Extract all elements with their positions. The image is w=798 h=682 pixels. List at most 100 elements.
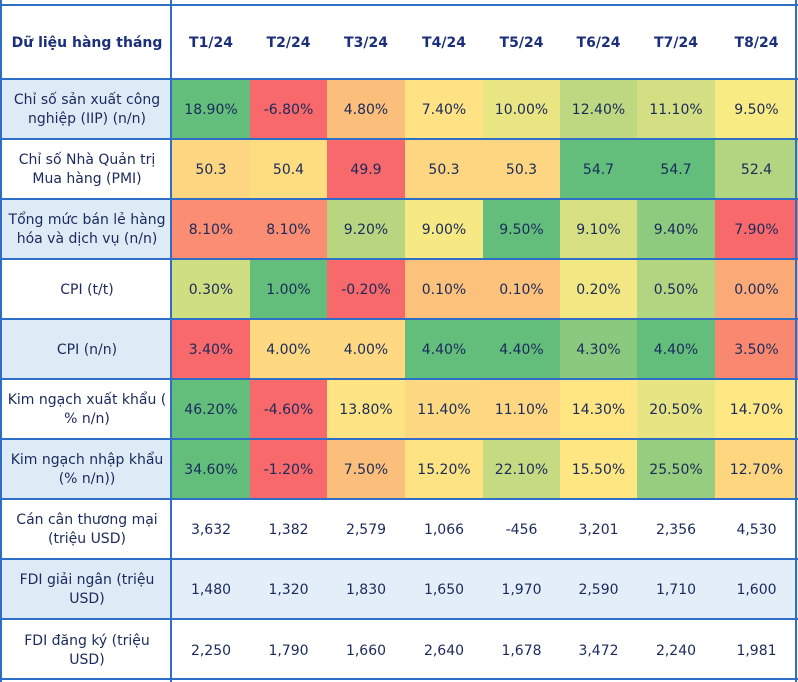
data-cell: 11.10% — [637, 80, 715, 140]
data-cell: 2,356 — [637, 500, 715, 560]
data-cell: 7.40% — [405, 80, 483, 140]
data-cell: 4.30% — [560, 320, 637, 380]
column-header: T8/24 — [715, 5, 798, 80]
data-cell: 1,382 — [250, 500, 327, 560]
data-cell: 4.40% — [637, 320, 715, 380]
data-cell: 2,250 — [172, 620, 250, 682]
data-cell: 7.90% — [715, 200, 798, 260]
data-cell: 7.50% — [327, 440, 405, 500]
row-label: Cán cân thương mại (triệu USD) — [2, 500, 172, 560]
data-cell: 25.50% — [637, 440, 715, 500]
data-cell: 18.90% — [172, 80, 250, 140]
data-cell: 0.10% — [483, 260, 560, 320]
data-cell: 1,480 — [172, 560, 250, 620]
data-cell: 4.40% — [405, 320, 483, 380]
data-cell: 11.10% — [483, 380, 560, 440]
grid-line-horizontal — [0, 258, 798, 260]
data-cell: 50.4 — [250, 140, 327, 200]
data-cell: 14.70% — [715, 380, 798, 440]
data-cell: 9.00% — [405, 200, 483, 260]
data-cell: 15.20% — [405, 440, 483, 500]
data-cell: 4.00% — [250, 320, 327, 380]
data-cell: 4.80% — [327, 80, 405, 140]
grid-line-horizontal — [0, 678, 798, 680]
grid-line-horizontal — [0, 78, 798, 80]
data-cell: 0.50% — [637, 260, 715, 320]
data-cell: 1,830 — [327, 560, 405, 620]
data-cell: 52.4 — [715, 140, 798, 200]
data-cell: 1,660 — [327, 620, 405, 682]
data-cell: 50.3 — [172, 140, 250, 200]
data-cell: 4,530 — [715, 500, 798, 560]
data-cell: 9.50% — [483, 200, 560, 260]
data-cell: 11.40% — [405, 380, 483, 440]
grid-line-vertical — [170, 0, 172, 682]
data-cell: 1,790 — [250, 620, 327, 682]
data-cell: 34.60% — [172, 440, 250, 500]
grid-line-horizontal — [0, 378, 798, 380]
data-cell: 1,981 — [715, 620, 798, 682]
grid-line-horizontal — [0, 558, 798, 560]
data-cell: 9.20% — [327, 200, 405, 260]
data-cell: 8.10% — [172, 200, 250, 260]
data-cell: 8.10% — [250, 200, 327, 260]
data-cell: 1.00% — [250, 260, 327, 320]
data-cell: 14.30% — [560, 380, 637, 440]
data-cell: 2,590 — [560, 560, 637, 620]
data-cell: 3,201 — [560, 500, 637, 560]
data-cell: 50.3 — [405, 140, 483, 200]
data-cell: 15.50% — [560, 440, 637, 500]
data-cell: 12.40% — [560, 80, 637, 140]
data-cell: 3,632 — [172, 500, 250, 560]
data-cell: 1,678 — [483, 620, 560, 682]
data-cell: 3.50% — [715, 320, 798, 380]
grid-line-horizontal — [0, 318, 798, 320]
data-cell: 49.9 — [327, 140, 405, 200]
grid-line-horizontal — [0, 4, 798, 6]
data-cell: -1.20% — [250, 440, 327, 500]
grid-line-horizontal — [0, 138, 798, 140]
row-label: Chỉ số sản xuất công nghiệp (IIP) (n/n) — [2, 80, 172, 140]
row-label: Kim ngạch nhập khẩu (% n/n)) — [2, 440, 172, 500]
column-header: T2/24 — [250, 5, 327, 80]
data-cell: 0.10% — [405, 260, 483, 320]
data-cell: 1,650 — [405, 560, 483, 620]
row-label: Kim ngạch xuất khẩu ( % n/n) — [2, 380, 172, 440]
data-cell: -456 — [483, 500, 560, 560]
grid-line-horizontal — [0, 618, 798, 620]
row-label: FDI đăng ký (triệu USD) — [2, 620, 172, 682]
data-cell: 50.3 — [483, 140, 560, 200]
data-cell: 2,579 — [327, 500, 405, 560]
column-header: T7/24 — [637, 5, 715, 80]
grid-line-vertical — [795, 0, 797, 682]
data-cell: -0.20% — [327, 260, 405, 320]
grid-line-horizontal — [0, 438, 798, 440]
data-cell: -6.80% — [250, 80, 327, 140]
column-header: T3/24 — [327, 5, 405, 80]
data-cell: 9.50% — [715, 80, 798, 140]
row-label: Chỉ số Nhà Quản trị Mua hàng (PMI) — [2, 140, 172, 200]
data-cell: 1,320 — [250, 560, 327, 620]
row-label: CPI (t/t) — [2, 260, 172, 320]
header-corner-label: Dữ liệu hàng tháng — [2, 5, 172, 80]
data-cell: -4.60% — [250, 380, 327, 440]
data-cell: 2,240 — [637, 620, 715, 682]
data-cell: 1,066 — [405, 500, 483, 560]
grid-line-vertical — [0, 0, 2, 682]
data-cell: 0.20% — [560, 260, 637, 320]
data-cell: 4.40% — [483, 320, 560, 380]
data-cell: 1,970 — [483, 560, 560, 620]
data-cell: 9.10% — [560, 200, 637, 260]
row-label: Tổng mức bán lẻ hàng hóa và dịch vụ (n/n… — [2, 200, 172, 260]
column-header: T1/24 — [172, 5, 250, 80]
column-header: T6/24 — [560, 5, 637, 80]
grid-line-horizontal — [0, 198, 798, 200]
grid-line-horizontal — [0, 498, 798, 500]
data-cell: 20.50% — [637, 380, 715, 440]
data-cell: 9.40% — [637, 200, 715, 260]
data-cell: 4.00% — [327, 320, 405, 380]
data-cell: 54.7 — [637, 140, 715, 200]
data-cell: 3,472 — [560, 620, 637, 682]
data-cell: 54.7 — [560, 140, 637, 200]
